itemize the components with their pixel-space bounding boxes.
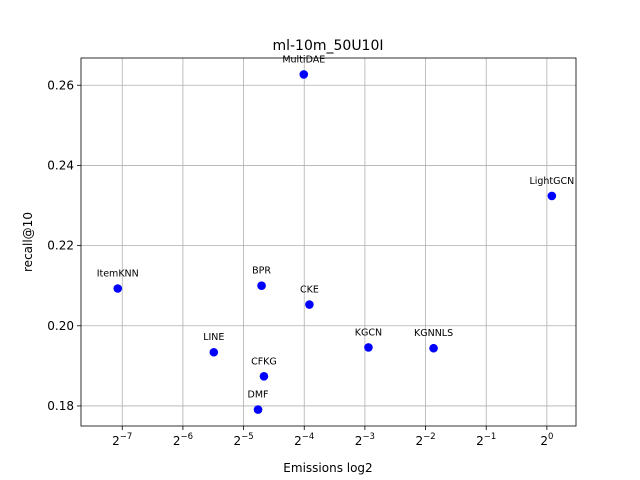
x-tick-exponent: −2	[423, 432, 436, 442]
data-point-label: ItemKNN	[97, 269, 139, 280]
x-tick-exponent: −7	[120, 432, 133, 442]
data-point-label: MultiDAE	[282, 54, 325, 65]
data-point-label: LINE	[203, 332, 224, 343]
y-tick-label: 0.24	[47, 158, 74, 172]
x-tick-base: 2	[540, 434, 548, 448]
grid	[81, 58, 576, 426]
x-tick-exponent: −5	[241, 432, 254, 442]
x-tick-label: 2−6	[173, 432, 193, 448]
x-tick-base: 2	[112, 434, 120, 448]
x-tick-base: 2	[233, 434, 241, 448]
data-point-label: KGCN	[355, 327, 382, 338]
x-tick-base: 2	[173, 434, 181, 448]
data-point-label: DMF	[248, 390, 269, 401]
data-point-label: BPR	[252, 266, 271, 277]
data-point-kgcn	[364, 343, 373, 352]
y-tick-label: 0.20	[47, 319, 74, 333]
data-point-line	[209, 347, 219, 357]
x-tick-label: 20	[540, 432, 553, 448]
x-tick-base: 2	[415, 434, 423, 448]
x-tick-label: 2−7	[112, 432, 132, 448]
y-axis-label: recall@10	[21, 212, 35, 272]
x-tick-label: 2−3	[355, 432, 375, 448]
data-points: ItemKNN LINE BPR CFKG DMF MultiDAE CKE KGCN KGNN…	[97, 54, 574, 414]
x-tick-label: 2−5	[233, 432, 253, 448]
x-tick-exponent: −4	[302, 432, 315, 442]
x-tick-label: 2−4	[294, 432, 314, 448]
y-axis-ticks: 0.18 0.20 0.22 0.24 0.26	[47, 78, 81, 413]
x-tick-label: 2−2	[415, 432, 435, 448]
x-tick-label: 2−1	[476, 432, 496, 448]
data-point-kgnnls	[429, 343, 438, 353]
y-tick-label: 0.18	[47, 399, 74, 413]
data-point-dmf	[253, 405, 263, 414]
data-point-label: CFKG	[251, 356, 277, 367]
x-tick-exponent: −1	[484, 432, 497, 442]
data-point-cfkg	[259, 371, 269, 381]
x-axis-ticks: 2−7 2−6 2−5 2−4 2−3 2−2 2−1 20	[112, 426, 553, 448]
chart-title: ml-10m_50U10I	[272, 38, 383, 54]
x-tick-base: 2	[294, 434, 302, 448]
data-point-cke	[305, 300, 314, 309]
data-point-lightgcn	[547, 191, 557, 201]
y-tick-label: 0.26	[47, 78, 74, 92]
x-tick-exponent: −3	[362, 432, 375, 442]
data-point-label: CKE	[300, 285, 319, 296]
x-tick-base: 2	[476, 434, 484, 448]
data-point-label: KGNNLS	[414, 328, 453, 339]
x-tick-exponent: −6	[180, 432, 193, 442]
data-point-label: LightGCN	[529, 176, 574, 187]
plot-frame	[80, 57, 577, 427]
data-point-itemknn	[113, 284, 123, 293]
x-axis-label: Emissions log2	[283, 461, 372, 475]
x-tick-base: 2	[355, 434, 363, 448]
x-tick-exponent: 0	[548, 432, 553, 442]
y-tick-label: 0.22	[47, 239, 74, 253]
data-point-bpr	[257, 281, 266, 290]
data-point-multidae	[299, 70, 309, 79]
